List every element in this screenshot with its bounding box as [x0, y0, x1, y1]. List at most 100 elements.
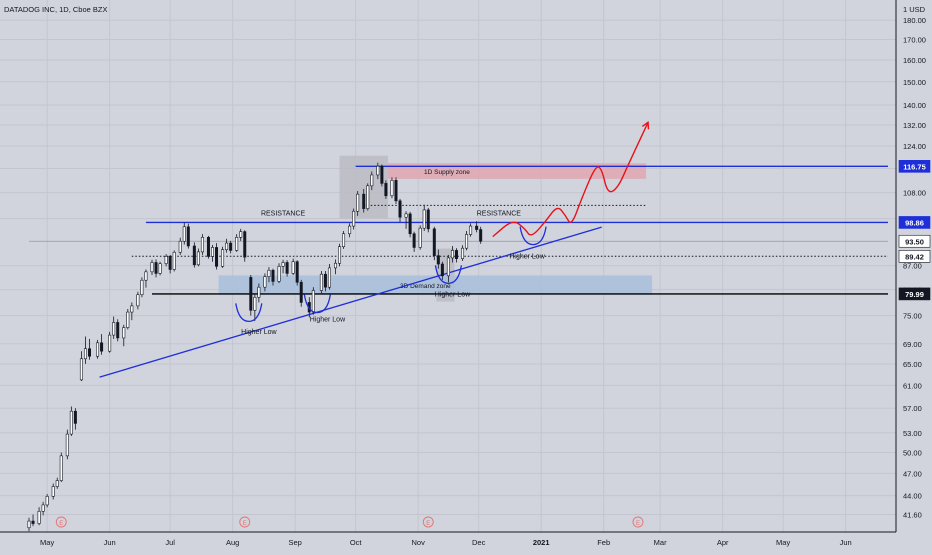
- x-tick-label: Feb: [597, 538, 610, 547]
- candle-body: [465, 234, 469, 249]
- candle: [323, 271, 327, 292]
- candle: [257, 283, 261, 303]
- candle: [432, 226, 436, 261]
- candle-body: [398, 200, 402, 218]
- candle-body: [469, 225, 473, 235]
- earnings-marker: [55, 516, 67, 528]
- candle-body: [69, 410, 73, 435]
- candle-body: [96, 342, 100, 357]
- x-tick-label: Nov: [411, 538, 425, 547]
- price-axis[interactable]: 41.60 44.00 47.00 50.00 53.00 57.00 61.00 65.00…: [895, 0, 931, 532]
- supply-zone: [387, 163, 647, 179]
- demand-zone-label: 3D Demand zone: [400, 283, 451, 290]
- candle-body: [79, 358, 83, 381]
- candle-body: [404, 213, 408, 218]
- candle-body: [178, 240, 182, 253]
- candle-body: [319, 273, 323, 291]
- candle-body: [370, 174, 374, 187]
- candle: [327, 264, 331, 290]
- candle-body: [394, 180, 398, 202]
- y-tick-label: 57.00: [903, 404, 922, 413]
- candle-body: [130, 305, 134, 313]
- candle: [384, 180, 388, 199]
- candle-body: [291, 261, 295, 274]
- candle-body: [422, 209, 426, 229]
- candle-body: [126, 311, 130, 328]
- y-tick-label: 160.00: [903, 56, 926, 65]
- candle: [366, 183, 370, 211]
- candle-body: [206, 237, 210, 257]
- higher-low-arc: [434, 265, 463, 285]
- candle: [196, 248, 200, 267]
- chart-title: DATADOG INC, 1D, Cboe BZX: [4, 5, 108, 14]
- price-label: 89.42: [905, 252, 924, 261]
- earnings-marker: [422, 516, 434, 528]
- x-tick-label: Jul: [165, 538, 175, 547]
- candle-body: [140, 279, 144, 296]
- candle: [271, 268, 275, 286]
- y-tick-label: 124.00: [903, 142, 926, 151]
- candle: [150, 259, 154, 276]
- candle: [333, 259, 337, 275]
- candle-body: [475, 225, 479, 230]
- candle: [342, 230, 346, 249]
- candle: [45, 494, 49, 508]
- resistance-label: RESISTANCE: [477, 211, 522, 218]
- candle-body: [192, 245, 196, 266]
- price-label-box: [898, 250, 931, 263]
- candle-body: [243, 231, 247, 258]
- candle: [182, 222, 186, 245]
- candle: [454, 248, 458, 263]
- candle: [239, 228, 243, 241]
- projection-path: [492, 122, 649, 238]
- candle-body: [461, 247, 465, 259]
- candle-body: [333, 262, 337, 269]
- candle-body: [446, 257, 450, 277]
- x-tick-label: Apr: [717, 538, 729, 547]
- candle-body: [348, 225, 352, 235]
- y-tick-label: 61.00: [903, 381, 922, 390]
- candle: [144, 269, 148, 288]
- candle-body: [352, 210, 356, 227]
- candle-body: [87, 348, 91, 357]
- candle: [352, 208, 356, 230]
- candle: [398, 198, 402, 222]
- earnings-marker: [632, 516, 644, 528]
- price-label: 98.86: [905, 218, 924, 227]
- higher-low-label: Higher Low: [310, 317, 346, 324]
- candle: [370, 171, 374, 191]
- candle: [338, 243, 342, 267]
- x-tick-label: Sep: [288, 538, 301, 547]
- y-tick-label: 170.00: [903, 36, 926, 45]
- candle: [178, 237, 182, 255]
- candle-body: [122, 327, 126, 339]
- y-tick-label: 53.00: [903, 429, 922, 438]
- candle: [418, 225, 422, 250]
- candle: [122, 324, 126, 347]
- higher-low-label: Higher Low: [241, 329, 277, 336]
- candle: [450, 245, 454, 263]
- y-tick-label: 50.00: [903, 448, 922, 457]
- candle: [37, 507, 41, 526]
- candle-body: [73, 410, 77, 424]
- candle-body: [436, 255, 440, 265]
- x-tick-label: Oct: [350, 538, 363, 547]
- candle: [253, 293, 257, 322]
- candle: [440, 261, 444, 280]
- price-label: 93.50: [905, 237, 924, 246]
- candle-body: [59, 455, 63, 481]
- y-tick-label: 47.00: [903, 469, 922, 478]
- candle-body: [229, 242, 233, 251]
- candle-body: [263, 276, 267, 288]
- candle-body: [323, 273, 327, 288]
- candle: [291, 258, 295, 276]
- candle-body: [200, 237, 204, 253]
- candle: [299, 279, 303, 307]
- candle: [186, 223, 190, 249]
- time-axis[interactable]: May Jun Jul Aug Sep Oct Nov Dec 2021 Feb Mar Apr May…: [0, 531, 896, 547]
- candle: [479, 226, 483, 244]
- candle-body: [116, 322, 120, 339]
- candle: [100, 334, 104, 355]
- candle: [348, 223, 352, 238]
